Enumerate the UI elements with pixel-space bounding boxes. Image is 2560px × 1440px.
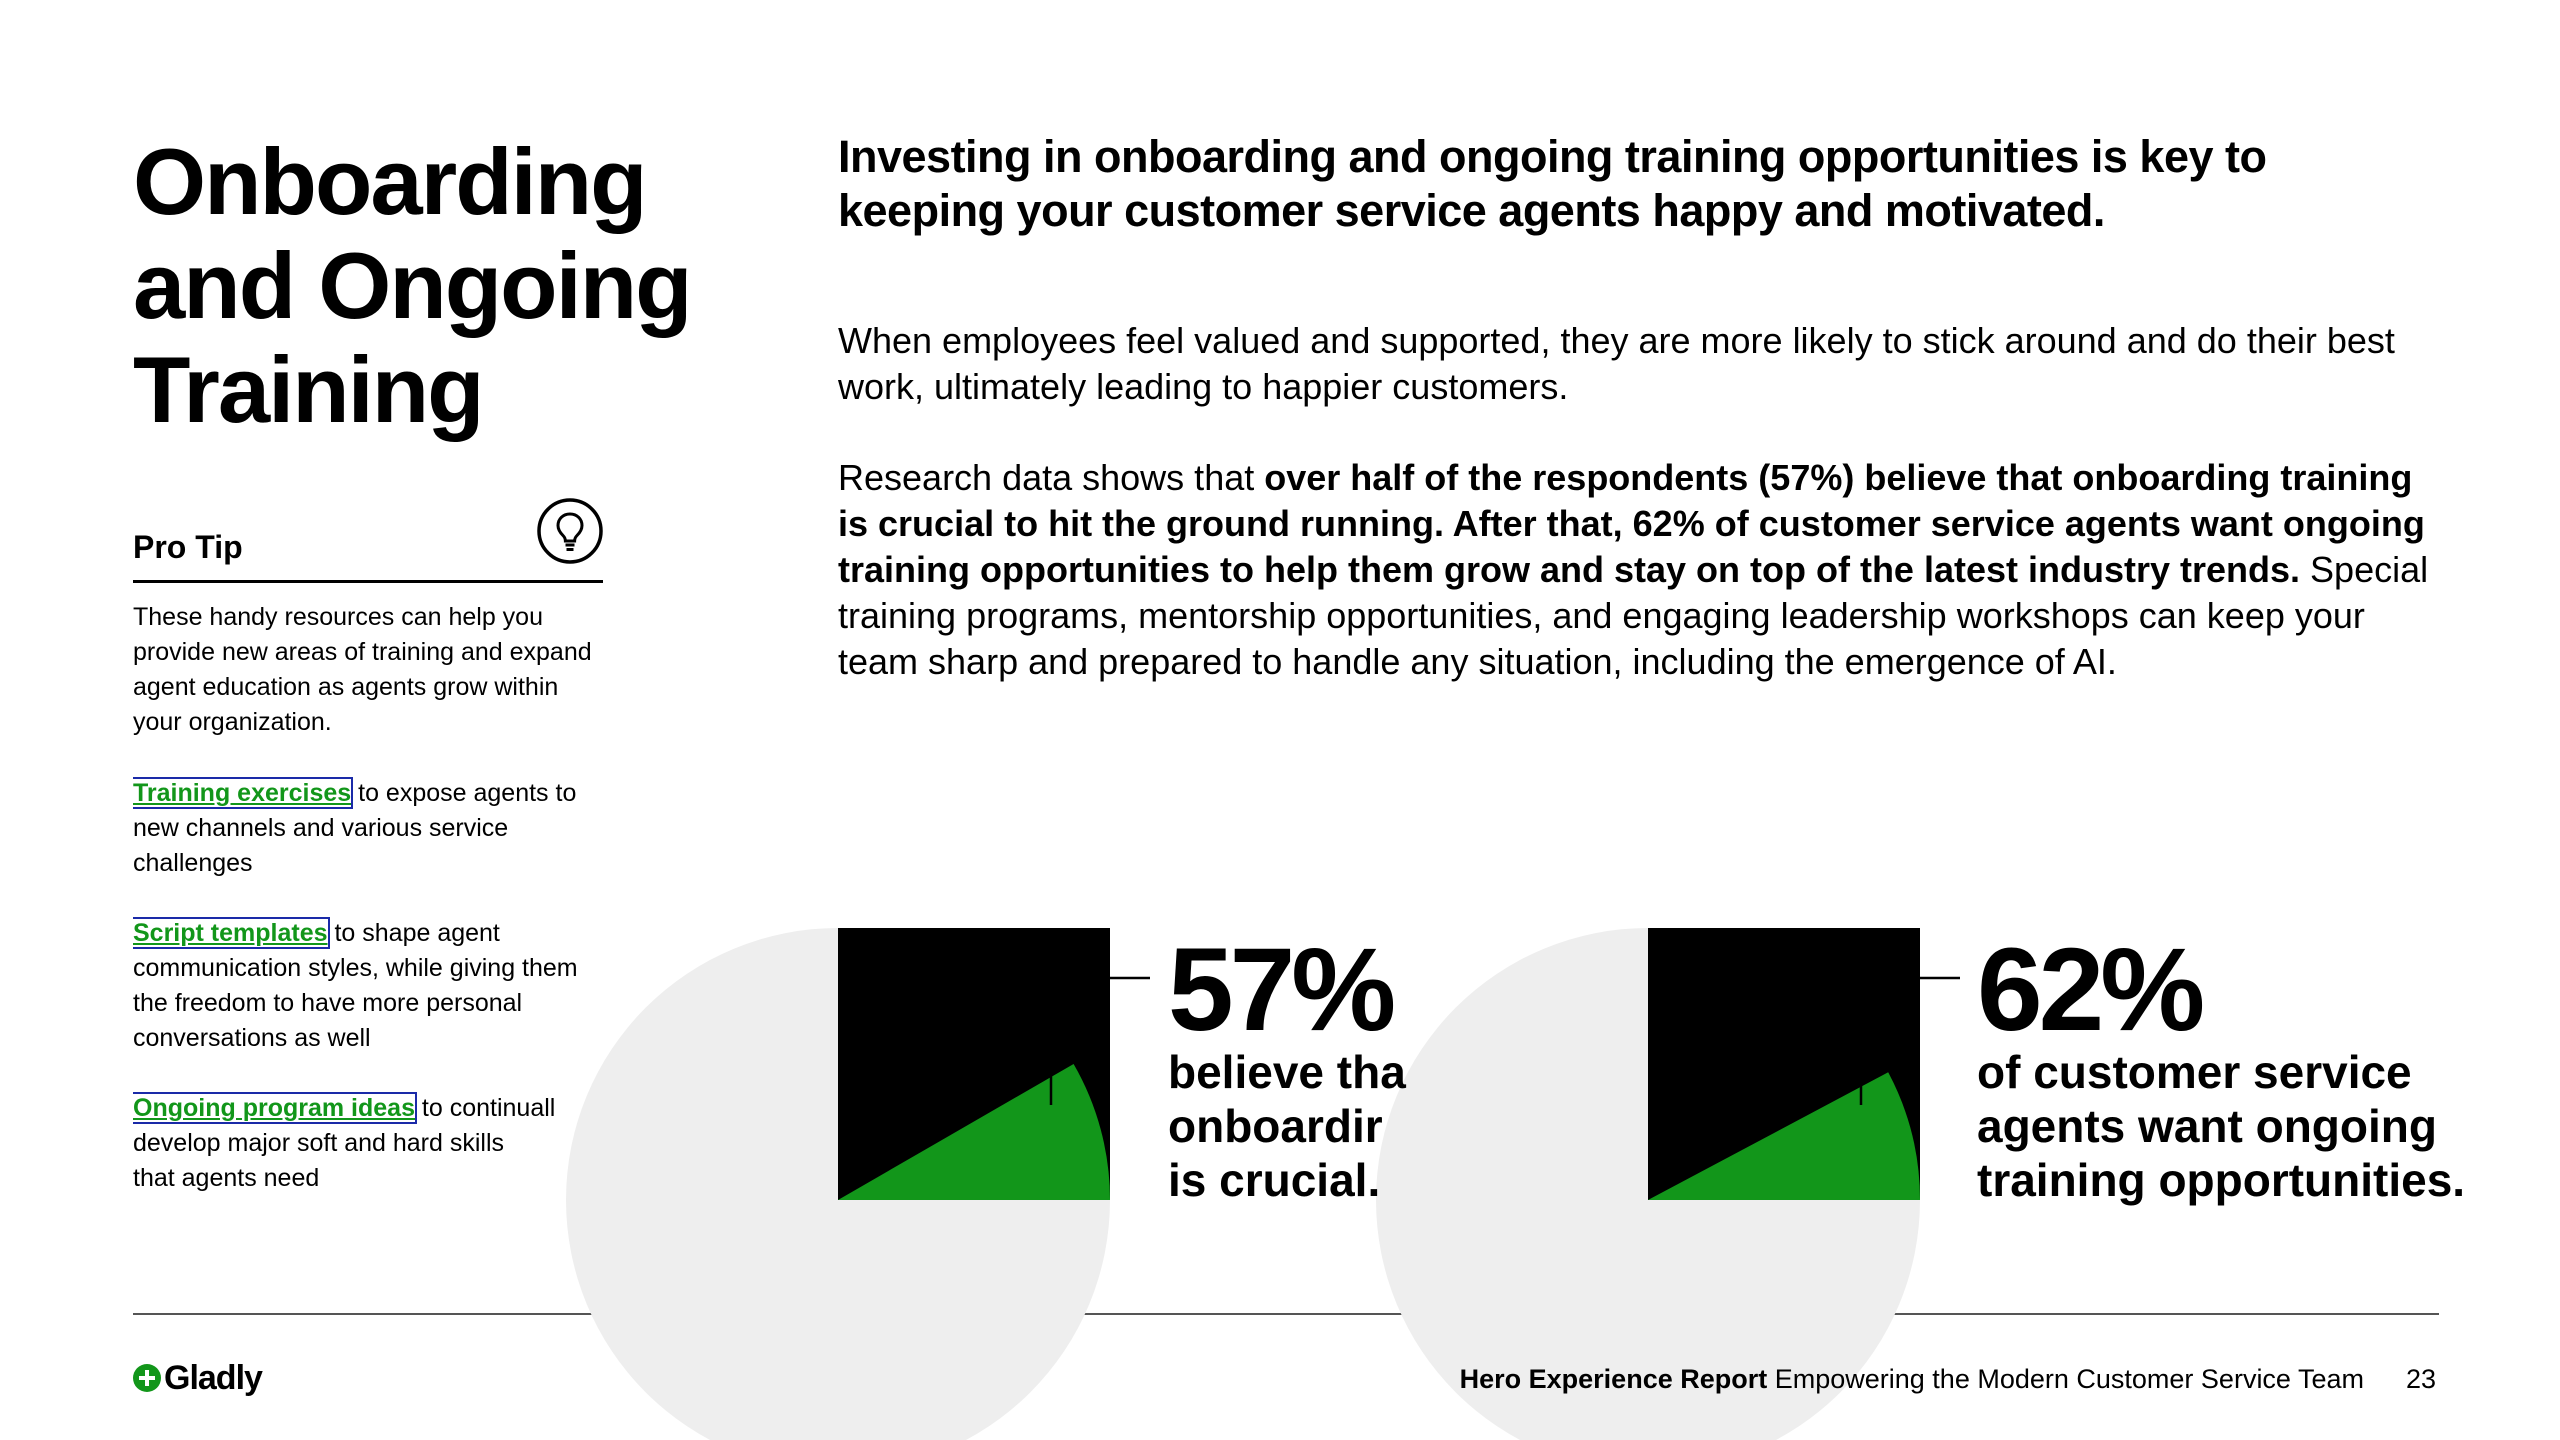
resource-line: that agents need: [133, 1164, 320, 1192]
pro-tip-heading: Pro Tip: [133, 529, 243, 565]
resource-line: Ongoing program ideas to continuall: [133, 1091, 583, 1126]
body-text-bold: over half of the respondents (57%) belie…: [838, 457, 2425, 590]
stat-graphic-57: [566, 928, 1150, 1440]
plus-circle-icon: [133, 1364, 161, 1392]
page-title-line: Training: [133, 337, 485, 442]
stat-description-line: agents want ongoing: [1977, 1100, 2437, 1152]
lightbulb-icon: [537, 498, 603, 564]
stat-description-line: of customer service: [1977, 1046, 2412, 1098]
page-title: Onboarding and Ongoing Training: [133, 130, 773, 442]
footer-report-title: Hero Experience Report Empowering the Mo…: [1460, 1362, 2364, 1396]
stat-description-line: training opportunities.: [1977, 1154, 2466, 1206]
body-paragraph: When employees feel valued and supported…: [838, 320, 2395, 407]
footer-divider: [133, 1313, 2439, 1315]
stat-value-57: 57%: [1168, 924, 1396, 1056]
body-text: Research data shows that: [838, 457, 1265, 498]
resource-text: to shape agent communication styles, whi…: [133, 919, 578, 1052]
training-exercises-link[interactable]: Training exercises: [133, 777, 354, 809]
stat-wedge: [838, 1064, 1111, 1200]
body-paragraph: Research data shows that over half of th…: [838, 455, 2438, 685]
body-text: Special training programs, mentorship op…: [838, 549, 2429, 682]
stat-description: of customer service agents want ongoing …: [1977, 1045, 2497, 1207]
gladly-logo[interactable]: Gladly: [133, 1358, 263, 1398]
stat-black-square: [1648, 928, 1920, 1200]
resource-line: develop major soft and hard skills: [133, 1129, 505, 1157]
stat-description-line: is crucial.: [1168, 1154, 1381, 1206]
stat-description-line: onboardir: [1168, 1100, 1383, 1152]
page-number: 23: [2406, 1364, 2437, 1394]
resource-text: to continuall: [414, 1094, 556, 1122]
stat-description-line: believe tha: [1168, 1046, 1406, 1098]
stat-black-square: [838, 928, 1110, 1200]
ongoing-program-ideas-link[interactable]: Ongoing program ideas: [133, 1092, 417, 1124]
lead-statement: Investing in onboarding and ongoing trai…: [838, 131, 2267, 236]
page-title-line: and Ongoing: [133, 233, 693, 338]
stat-bg-circle: [566, 928, 1110, 1440]
stat-description: believe tha onboardir is crucial.: [1168, 1045, 1408, 1207]
resource-item: Script templates to shape agent communic…: [133, 916, 603, 1056]
resource-item: Ongoing program ideas to continuall devel…: [133, 1091, 583, 1196]
resource-item: Training exercises to expose agents to n…: [133, 776, 603, 881]
pro-tip-divider: [133, 580, 603, 583]
report-subtitle: Empowering the Modern Customer Service T…: [1767, 1364, 2364, 1394]
stat-wedge: [1648, 1072, 1920, 1200]
pro-tip-intro: These handy resources can help you provi…: [133, 603, 592, 736]
report-name: Hero Experience Report: [1459, 1364, 1768, 1394]
script-templates-link[interactable]: Script templates: [133, 917, 330, 949]
page-title-line: Onboarding: [133, 129, 648, 234]
logo-wordmark: Gladly: [164, 1358, 263, 1397]
resource-text: to expose agents to new channels and var…: [133, 779, 577, 877]
stat-value-62: 62%: [1977, 924, 2205, 1056]
